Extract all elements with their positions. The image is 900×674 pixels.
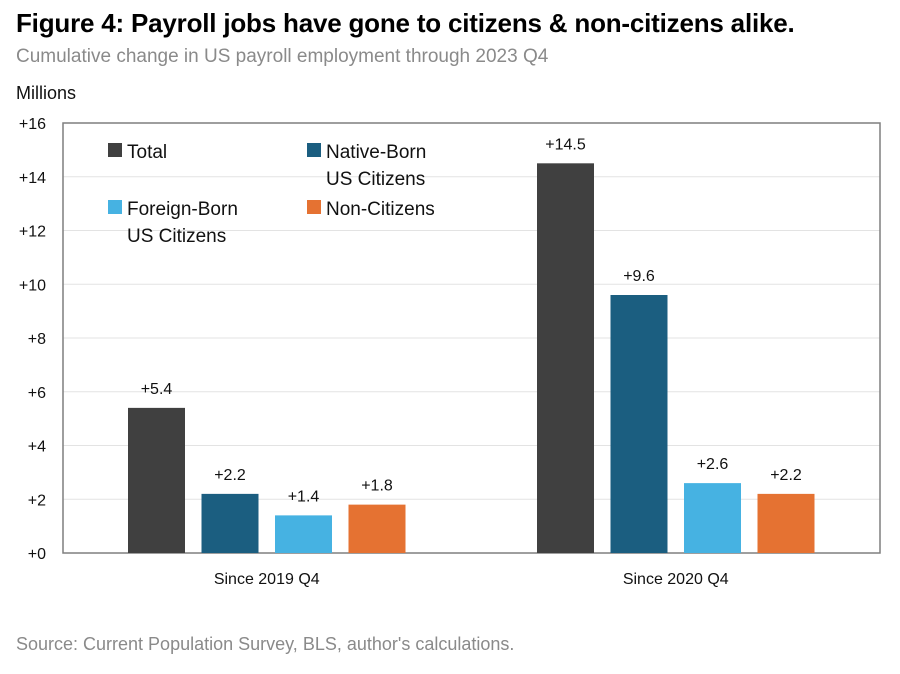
data-label: +1.4 xyxy=(288,488,320,505)
bar xyxy=(275,515,332,553)
y-tick-label: +14 xyxy=(19,170,46,187)
legend-swatch xyxy=(108,143,122,157)
data-label: +1.8 xyxy=(361,478,393,495)
legend-label: US Citizens xyxy=(127,226,226,247)
data-label: +2.2 xyxy=(770,467,802,484)
bar xyxy=(684,483,741,553)
legend-label: Foreign-Born xyxy=(127,199,238,220)
bar xyxy=(537,163,594,553)
bar xyxy=(610,295,668,553)
bar xyxy=(348,504,406,553)
y-tick-label: +6 xyxy=(28,385,46,402)
plot-frame xyxy=(62,122,881,554)
legend-swatch xyxy=(307,200,321,214)
bar xyxy=(757,493,815,553)
source-note: Source: Current Population Survey, BLS, … xyxy=(16,634,515,654)
y-tick-label: +4 xyxy=(28,439,46,456)
y-tick-label: +12 xyxy=(19,224,46,241)
y-tick-label: +8 xyxy=(28,331,46,348)
y-tick-label: +10 xyxy=(19,277,46,294)
y-axis-label: Millions xyxy=(16,83,77,103)
data-label: +2.2 xyxy=(214,467,246,484)
legend-label: Non-Citizens xyxy=(326,199,435,220)
x-tick-label: Since 2020 Q4 xyxy=(623,571,729,588)
data-label: +5.4 xyxy=(141,381,173,398)
y-tick-label: +2 xyxy=(28,492,46,509)
legend-label: US Citizens xyxy=(326,169,425,190)
data-label: +2.6 xyxy=(697,456,729,473)
legend-label: Native-Born xyxy=(326,142,426,163)
bar xyxy=(128,407,185,553)
chart-title: Figure 4: Payroll jobs have gone to citi… xyxy=(16,8,795,38)
y-tick-label: +16 xyxy=(19,116,46,133)
bar xyxy=(201,493,259,553)
data-label: +14.5 xyxy=(545,136,586,153)
y-tick-label: +0 xyxy=(28,546,46,563)
legend-label: Total xyxy=(127,142,167,163)
legend-swatch xyxy=(108,200,122,214)
chart-subtitle: Cumulative change in US payroll employme… xyxy=(16,46,549,67)
x-tick-label: Since 2019 Q4 xyxy=(214,571,320,588)
data-label: +9.6 xyxy=(623,268,655,285)
legend-swatch xyxy=(307,143,321,157)
